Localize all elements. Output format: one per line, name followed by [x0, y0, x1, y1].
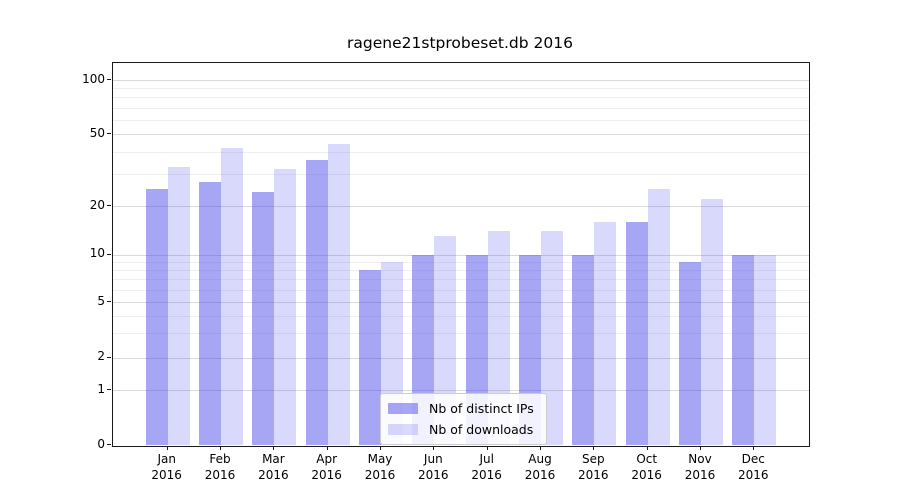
- bar-may-distinct-ips: [359, 269, 381, 445]
- x-tick-may: [380, 446, 381, 450]
- y-tick-10: [107, 253, 111, 255]
- gridline-minor-40: [113, 151, 809, 153]
- bar-apr-downloads: [327, 144, 350, 445]
- x-tick-label-may: May 2016: [364, 452, 396, 482]
- y-tick-label-2: 2: [97, 349, 105, 363]
- x-tick-sep: [593, 446, 595, 450]
- x-tick-label-jun: Jun 2016: [418, 452, 449, 482]
- x-tick-label-jan: Jan 2016: [151, 452, 182, 482]
- gridline-minor-70: [113, 107, 809, 109]
- gridline-minor-60: [113, 119, 809, 121]
- x-tick-nov: [700, 446, 701, 450]
- bar-dec-distinct-ips: [732, 254, 755, 445]
- gridline-major-2: [113, 357, 809, 359]
- x-tick-label-mar: Mar 2016: [258, 452, 289, 482]
- bar-mar-downloads: [274, 169, 297, 445]
- legend-row-distinct-ips: Nb of distinct IPs: [388, 401, 534, 416]
- bar-mar-distinct-ips: [252, 191, 275, 445]
- y-tick-label-5: 5: [97, 293, 105, 308]
- bar-aug-downloads: [541, 231, 563, 445]
- x-tick-label-apr: Apr 2016: [311, 452, 342, 482]
- x-tick-aug: [540, 446, 541, 450]
- y-tick-20: [107, 205, 111, 206]
- bar-jun-downloads: [434, 236, 457, 445]
- gridline-major-50: [113, 134, 809, 135]
- y-tick-2: [107, 356, 111, 358]
- x-tick-oct: [646, 446, 648, 450]
- x-tick-jun: [433, 446, 435, 450]
- y-tick-label-100: 100: [82, 71, 105, 86]
- x-tick-jul: [486, 446, 488, 450]
- bar-feb-distinct-ips: [199, 182, 221, 445]
- gridline-minor-8: [113, 269, 809, 271]
- bar-feb-downloads: [221, 147, 243, 445]
- plot-area: Nb of distinct IPs Nb of downloads: [112, 62, 810, 447]
- x-tick-label-oct: Oct 2016: [631, 452, 662, 482]
- gridline-major-1: [113, 390, 809, 391]
- gridline-minor-90: [113, 88, 809, 90]
- legend-swatch-distinct-ips-icon: [388, 403, 418, 414]
- y-tick-5: [107, 301, 111, 302]
- legend-swatch-downloads-icon: [388, 424, 418, 435]
- bar-oct-distinct-ips: [625, 221, 648, 445]
- y-tick-0: [107, 444, 111, 445]
- bar-nov-downloads: [701, 198, 723, 445]
- x-tick-label-nov: Nov 2016: [684, 452, 716, 482]
- gridline-minor-3: [113, 332, 809, 334]
- bar-dec-downloads: [754, 254, 777, 445]
- bar-jul-downloads: [487, 231, 510, 445]
- gridline-minor-4: [113, 315, 809, 317]
- gridline-major-20: [113, 206, 809, 207]
- bar-nov-distinct-ips: [679, 261, 701, 445]
- gridline-major-10: [113, 254, 809, 256]
- x-tick-label-jul: Jul 2016: [471, 452, 502, 482]
- x-tick-label-dec: Dec 2016: [738, 452, 769, 482]
- bar-oct-downloads: [647, 188, 670, 445]
- bar-jan-distinct-ips: [145, 188, 168, 445]
- gridline-minor-30: [113, 174, 809, 176]
- gridline-major-100: [113, 80, 809, 81]
- y-tick-100: [107, 79, 111, 80]
- gridline-minor-80: [113, 97, 809, 99]
- bar-sep-downloads: [594, 221, 617, 445]
- bar-sep-distinct-ips: [572, 254, 595, 445]
- x-tick-apr: [326, 446, 328, 450]
- x-tick-label-sep: Sep 2016: [578, 452, 609, 482]
- gridline-minor-7: [113, 278, 809, 280]
- x-tick-dec: [753, 446, 755, 450]
- legend-label-downloads: Nb of downloads: [429, 422, 534, 437]
- gridline-major-5: [113, 302, 809, 303]
- gridline-minor-9: [113, 261, 809, 263]
- y-tick-1: [107, 389, 111, 390]
- legend: Nb of distinct IPs Nb of downloads: [380, 393, 547, 445]
- y-tick-label-10: 10: [89, 246, 105, 260]
- x-tick-label-feb: Feb 2016: [204, 452, 236, 482]
- gridline-minor-6: [113, 289, 809, 291]
- y-tick-50: [107, 133, 111, 134]
- bar-apr-distinct-ips: [305, 159, 328, 445]
- x-tick-feb: [220, 446, 221, 450]
- y-tick-label-50: 50: [89, 125, 105, 140]
- x-tick-mar: [273, 446, 275, 450]
- bar-jan-downloads: [167, 166, 190, 445]
- x-tick-label-aug: Aug 2016: [524, 452, 556, 482]
- chart-title: ragene21stprobeset.db 2016: [347, 34, 573, 52]
- y-tick-label-20: 20: [89, 197, 105, 212]
- legend-label-distinct-ips: Nb of distinct IPs: [429, 401, 534, 416]
- x-tick-jan: [166, 446, 168, 450]
- y-tick-label-1: 1: [97, 381, 105, 396]
- y-tick-label-0: 0: [97, 436, 105, 451]
- legend-row-downloads: Nb of downloads: [388, 422, 534, 437]
